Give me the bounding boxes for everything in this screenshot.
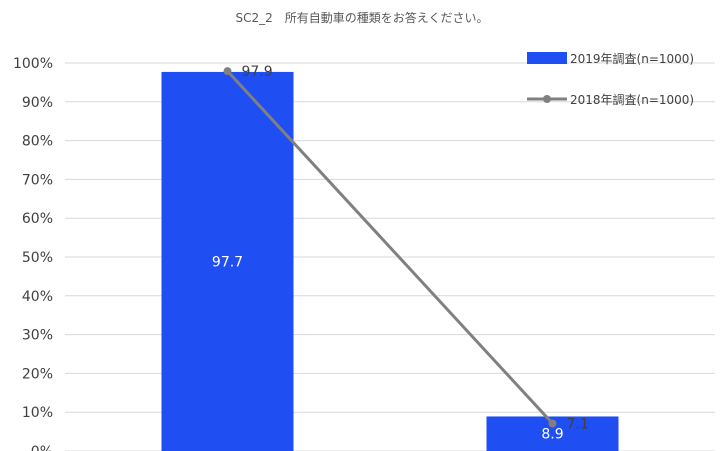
legend-label-line: 2018年調査(n=1000) bbox=[570, 93, 694, 107]
y-tick-label: 100% bbox=[13, 56, 53, 72]
y-tick-label: 80% bbox=[22, 134, 53, 150]
y-axis-ticks: 0% 10% 20% 30% 40% 50% 60% 70% 80% 90% 100% bbox=[13, 56, 53, 451]
line-data-label: 7.1 bbox=[567, 416, 589, 432]
bar-series: 97.7 8.9 bbox=[161, 71, 619, 451]
legend-bar-swatch bbox=[527, 52, 567, 64]
legend: 2019年調査(n=1000) 2018年調査(n=1000) bbox=[527, 52, 694, 107]
bar-data-label: 97.7 bbox=[212, 254, 243, 270]
y-tick-label: 60% bbox=[22, 211, 53, 227]
line-data-label: 97.9 bbox=[242, 64, 273, 80]
series-line bbox=[226, 70, 554, 425]
y-tick-label: 50% bbox=[22, 250, 53, 266]
line-point bbox=[223, 67, 232, 76]
bar bbox=[161, 71, 294, 451]
line-series: 97.9 7.1 bbox=[223, 64, 589, 432]
y-tick-label: 90% bbox=[22, 95, 53, 111]
bar-data-label: 8.9 bbox=[541, 426, 563, 442]
line-point bbox=[548, 419, 557, 428]
y-tick-label: 70% bbox=[22, 172, 53, 188]
y-tick-label: 0% bbox=[31, 444, 53, 451]
y-tick-label: 30% bbox=[22, 328, 53, 344]
legend-label-bar: 2019年調査(n=1000) bbox=[570, 52, 694, 66]
y-tick-label: 20% bbox=[22, 366, 53, 382]
chart-title: SC2_2 所有自動車の種類をお答えください。 bbox=[236, 10, 489, 25]
legend-line-marker bbox=[543, 95, 551, 103]
y-tick-label: 10% bbox=[22, 405, 53, 421]
y-tick-label: 40% bbox=[22, 289, 53, 305]
